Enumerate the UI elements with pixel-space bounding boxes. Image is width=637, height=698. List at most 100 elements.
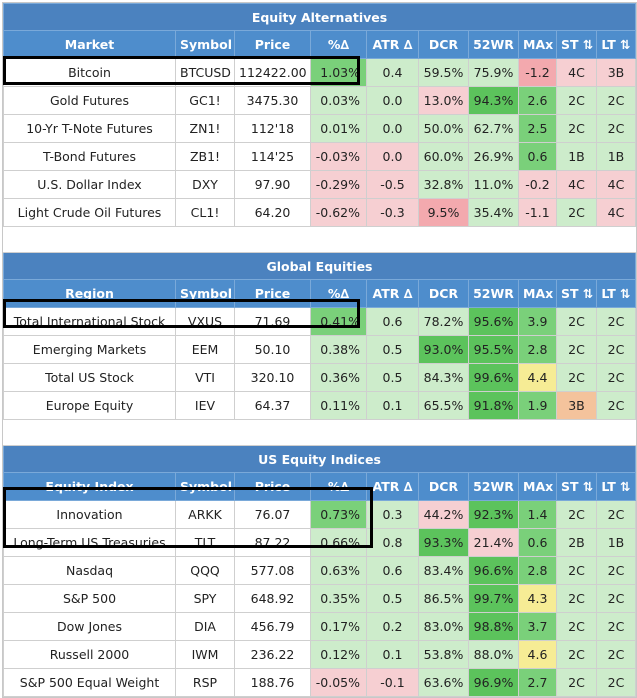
spacer-cell [3,226,636,253]
column-header-52wr[interactable]: 52WR [468,472,519,501]
column-header-symbol[interactable]: Symbol [175,279,235,308]
cell-lt-trend: 3B [595,58,637,87]
cell-atr-change: -0.3 [366,198,419,227]
table-row[interactable]: T-Bond Futures ZB1! 114'25 -0.03% 0.0 60.0% 26… [3,142,637,171]
cell-price: 3475.30 [234,86,311,115]
column-header-max[interactable]: MAx [518,472,557,501]
table-row[interactable]: U.S. Dollar Index DXY 97.90 -0.29% -0.5 32.8%… [3,170,637,199]
column-header-name[interactable]: Market [3,30,176,59]
column-header-max[interactable]: MAx [518,30,557,59]
column-header-52wr[interactable]: 52WR [468,30,519,59]
column-header-st-trend[interactable]: ST ⇅ [556,30,597,59]
table-row[interactable]: Total International Stock VXUS 71.69 0.41% 0… [3,307,637,336]
cell-name: Innovation [3,500,176,529]
cell-price: 87.22 [234,528,311,557]
table-row[interactable]: Europe Equity IEV 64.37 0.11% 0.1 65.5% 91.8% 1… [3,391,637,420]
cell-atr-change: 0.2 [366,612,419,641]
cell-52wr: 21.4% [468,528,519,557]
cell-max: -1.1 [518,198,557,227]
cell-lt-trend: 2C [595,612,637,641]
column-header-st-trend[interactable]: ST ⇅ [556,279,597,308]
cell-price: 648.92 [234,584,311,613]
table-row[interactable]: Nasdaq QQQ 577.08 0.63% 0.6 83.4% 96.6% 2.8 2C 2C [3,556,637,585]
column-header-pct-change[interactable]: %∆ [310,472,367,501]
table-row[interactable]: Bitcoin BTCUSD 112422.00 1.03% 0.4 59.5% 75.9%… [3,58,637,87]
column-header-lt-trend[interactable]: LT ⇅ [595,472,637,501]
section-spacer [3,419,636,446]
cell-dcr: 63.6% [418,668,469,697]
cell-st-trend: 1B [556,142,597,171]
column-header-52wr[interactable]: 52WR [468,279,519,308]
column-header-pct-change[interactable]: %∆ [310,30,367,59]
cell-atr-change: 0.6 [366,307,419,336]
column-header-price[interactable]: Price [234,279,311,308]
cell-52wr: 99.6% [468,363,519,392]
cell-price: 64.37 [234,391,311,420]
cell-atr-change: 0.6 [366,556,419,585]
column-header-pct-change[interactable]: %∆ [310,279,367,308]
table-row[interactable]: Long-Term US Treasuries TLT 87.22 0.66% 0.8 9… [3,528,637,557]
market-dashboard-table: Equity Alternatives Market Symbol Price %∆ AT… [2,3,637,697]
cell-price: 50.10 [234,335,311,364]
cell-name: S&P 500 [3,584,176,613]
cell-atr-change: 0.1 [366,391,419,420]
cell-symbol: IWM [175,640,235,669]
table-row[interactable]: 10-Yr T-Note Futures ZN1! 112'18 0.01% 0.0 50… [3,114,637,143]
cell-name: Europe Equity [3,391,176,420]
column-header-name[interactable]: Region [3,279,176,308]
table-row[interactable]: S&P 500 Equal Weight RSP 188.76 -0.05% -0.1 6… [3,668,637,697]
section-spacer [3,226,636,253]
cell-symbol: RSP [175,668,235,697]
table-row[interactable]: Dow Jones DIA 456.79 0.17% 0.2 83.0% 98.8% 3.7 2… [3,612,637,641]
column-header-atr-change[interactable]: ATR ∆ [366,30,419,59]
cell-lt-trend: 2C [595,584,637,613]
table-row[interactable]: Light Crude Oil Futures CL1! 64.20 -0.62% -0… [3,198,637,227]
cell-name: S&P 500 Equal Weight [3,668,176,697]
cell-max: 4.4 [518,363,557,392]
cell-symbol: GC1! [175,86,235,115]
column-header-symbol[interactable]: Symbol [175,472,235,501]
cell-st-trend: 2C [556,612,597,641]
table-row[interactable]: Russell 2000 IWM 236.22 0.12% 0.1 53.8% 88.0% 4… [3,640,637,669]
cell-max: 3.7 [518,612,557,641]
cell-price: 64.20 [234,198,311,227]
column-header-dcr[interactable]: DCR [418,279,469,308]
cell-lt-trend: 2C [595,114,637,143]
cell-name: U.S. Dollar Index [3,170,176,199]
cell-max: 3.9 [518,307,557,336]
cell-pct-change: 0.41% [310,307,367,336]
column-header-st-trend[interactable]: ST ⇅ [556,472,597,501]
cell-52wr: 35.4% [468,198,519,227]
column-header-dcr[interactable]: DCR [418,30,469,59]
cell-52wr: 91.8% [468,391,519,420]
cell-dcr: 50.0% [418,114,469,143]
cell-lt-trend: 2C [595,391,637,420]
column-header-atr-change[interactable]: ATR ∆ [366,279,419,308]
column-header-atr-change[interactable]: ATR ∆ [366,472,419,501]
cell-st-trend: 2C [556,86,597,115]
table-row[interactable]: Innovation ARKK 76.07 0.73% 0.3 44.2% 92.3% 1.4… [3,500,637,529]
cell-dcr: 53.8% [418,640,469,669]
cell-max: -1.2 [518,58,557,87]
cell-dcr: 65.5% [418,391,469,420]
cell-52wr: 62.7% [468,114,519,143]
table-row[interactable]: Gold Futures GC1! 3475.30 0.03% 0.0 13.0% 94.3… [3,86,637,115]
column-header-symbol[interactable]: Symbol [175,30,235,59]
column-header-price[interactable]: Price [234,30,311,59]
cell-atr-change: 0.0 [366,86,419,115]
table-row[interactable]: S&P 500 SPY 648.92 0.35% 0.5 86.5% 99.7% 4.3 2C 2… [3,584,637,613]
column-header-lt-trend[interactable]: LT ⇅ [595,30,637,59]
table-row[interactable]: Total US Stock VTI 320.10 0.36% 0.5 84.3% 99.6… [3,363,637,392]
cell-dcr: 13.0% [418,86,469,115]
column-header-price[interactable]: Price [234,472,311,501]
column-header-lt-trend[interactable]: LT ⇅ [595,279,637,308]
cell-price: 71.69 [234,307,311,336]
table-row[interactable]: Emerging Markets EEM 50.10 0.38% 0.5 93.0% 95.… [3,335,637,364]
column-header-name[interactable]: Equity Index [3,472,176,501]
cell-atr-change: 0.5 [366,335,419,364]
cell-symbol: DXY [175,170,235,199]
column-header-dcr[interactable]: DCR [418,472,469,501]
column-header-max[interactable]: MAx [518,279,557,308]
cell-lt-trend: 1B [595,142,637,171]
cell-52wr: 96.9% [468,668,519,697]
